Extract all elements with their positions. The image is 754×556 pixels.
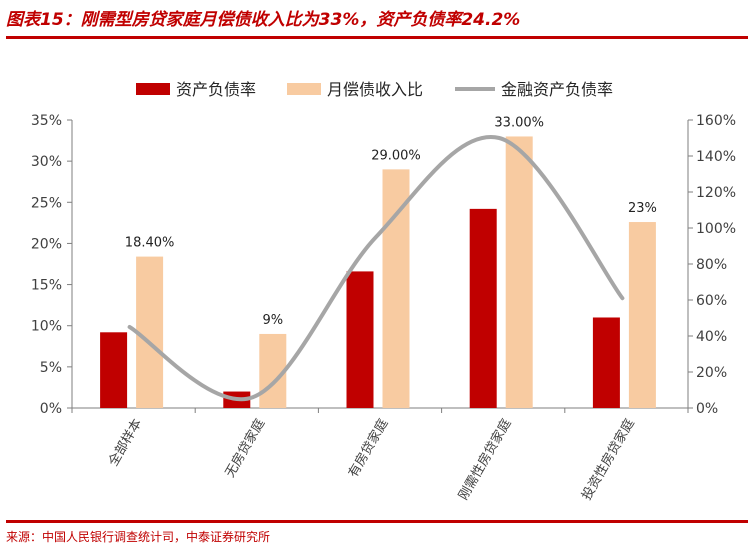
- bar-debt-ratio: [100, 332, 128, 408]
- data-label: 23%: [628, 201, 657, 216]
- line-series: [127, 134, 625, 402]
- legend-financial-debt-ratio: 金融资产负债率: [455, 80, 613, 99]
- source-bar: 来源：中国人民银行调查统计司，中泰证券研究所: [6, 520, 748, 553]
- bar-repayment-income-ratio: [628, 222, 656, 408]
- bars: [100, 136, 656, 408]
- y-right-tick-label: 0%: [696, 401, 718, 417]
- legend-debt-ratio-swatch: [136, 83, 170, 95]
- source-note: 来源：中国人民银行调查统计司，中泰证券研究所: [6, 530, 271, 544]
- figure-title: 图表15：刚需型房贷家庭月偿债收入比为33%，资产负债率24.2%: [6, 10, 521, 30]
- y-right-tick-label: 120%: [696, 185, 736, 201]
- y-left-tick-label: 0%: [40, 401, 62, 417]
- y-right-tick-label: 140%: [696, 149, 736, 165]
- chart: 资产负债率 月偿债收入比 金融资产负债率 0% 5% 10% 15% 20% 25% 30% 35…: [31, 80, 736, 503]
- bar-debt-ratio: [469, 208, 497, 408]
- legend-repayment-income-ratio-label: 月偿债收入比: [327, 80, 423, 99]
- legend: 资产负债率 月偿债收入比 金融资产负债率: [136, 80, 613, 99]
- y-right-tick-label: 80%: [696, 257, 727, 273]
- legend-repayment-income-ratio-swatch: [287, 83, 321, 95]
- bar-repayment-income-ratio: [505, 136, 533, 408]
- data-label: 18.40%: [125, 236, 175, 251]
- legend-debt-ratio: 资产负债率: [136, 80, 256, 99]
- x-category-label: 有房贷家庭: [345, 416, 391, 480]
- x-category-label: 投资性房贷家庭: [578, 416, 637, 503]
- bar-repayment-income-ratio: [382, 169, 410, 408]
- y-left-tick-label: 10%: [31, 319, 62, 335]
- bar-repayment-income-ratio: [136, 256, 164, 408]
- figure-title-bar: 图表15：刚需型房贷家庭月偿债收入比为33%，资产负债率24.2%: [6, 4, 748, 39]
- y-right-tick-label: 100%: [696, 221, 736, 237]
- x-category-label: 刚需性房贷家庭: [455, 416, 514, 503]
- data-labels: 18.40% 9% 29.00% 33.00% 23%: [125, 115, 657, 327]
- data-label: 9%: [262, 313, 283, 328]
- bar-debt-ratio: [346, 271, 374, 408]
- bar-debt-ratio: [592, 317, 620, 408]
- y-left-tick-label: 20%: [31, 236, 62, 252]
- y-left-tick-label: 30%: [31, 154, 62, 170]
- y-right-tick-label: 40%: [696, 329, 727, 345]
- data-label: 33.00%: [494, 115, 544, 130]
- legend-debt-ratio-label: 资产负债率: [176, 80, 256, 99]
- y-right-tick-label: 20%: [696, 365, 727, 381]
- legend-financial-debt-ratio-label: 金融资产负债率: [501, 80, 613, 99]
- y-left-tick-label: 15%: [31, 278, 62, 294]
- y-right-tick-label: 60%: [696, 293, 727, 309]
- x-category-label: 全部样本: [105, 416, 145, 469]
- y-left-tick-label: 25%: [31, 195, 62, 211]
- line-financial-debt-ratio: [127, 134, 625, 402]
- y-left-tick-label: 35%: [31, 113, 62, 129]
- legend-repayment-income-ratio: 月偿债收入比: [287, 80, 423, 99]
- y-left-tick-label: 5%: [40, 360, 62, 376]
- data-label: 29.00%: [371, 148, 421, 163]
- y-right-tick-label: 160%: [696, 113, 736, 129]
- x-category-label: 无房贷家庭: [222, 416, 268, 480]
